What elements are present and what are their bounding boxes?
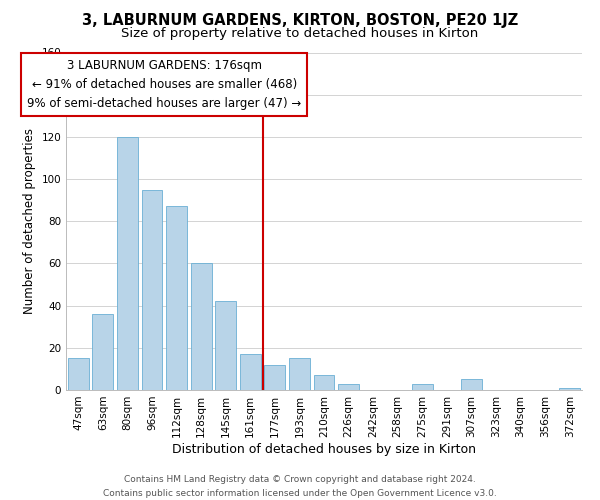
Bar xyxy=(412,384,433,390)
Bar xyxy=(191,264,212,390)
Bar xyxy=(68,358,89,390)
Bar xyxy=(289,358,310,390)
Text: Contains HM Land Registry data © Crown copyright and database right 2024.
Contai: Contains HM Land Registry data © Crown c… xyxy=(103,476,497,498)
Bar xyxy=(215,302,236,390)
Y-axis label: Number of detached properties: Number of detached properties xyxy=(23,128,36,314)
Text: 3, LABURNUM GARDENS, KIRTON, BOSTON, PE20 1JZ: 3, LABURNUM GARDENS, KIRTON, BOSTON, PE2… xyxy=(82,12,518,28)
Bar xyxy=(92,314,113,390)
Bar xyxy=(338,384,359,390)
Bar xyxy=(461,380,482,390)
Bar xyxy=(117,137,138,390)
Bar xyxy=(265,364,286,390)
X-axis label: Distribution of detached houses by size in Kirton: Distribution of detached houses by size … xyxy=(172,442,476,456)
Text: 3 LABURNUM GARDENS: 176sqm
← 91% of detached houses are smaller (468)
9% of semi: 3 LABURNUM GARDENS: 176sqm ← 91% of deta… xyxy=(27,59,301,110)
Bar xyxy=(240,354,261,390)
Bar xyxy=(166,206,187,390)
Bar xyxy=(314,375,334,390)
Bar xyxy=(559,388,580,390)
Bar xyxy=(142,190,163,390)
Text: Size of property relative to detached houses in Kirton: Size of property relative to detached ho… xyxy=(121,28,479,40)
